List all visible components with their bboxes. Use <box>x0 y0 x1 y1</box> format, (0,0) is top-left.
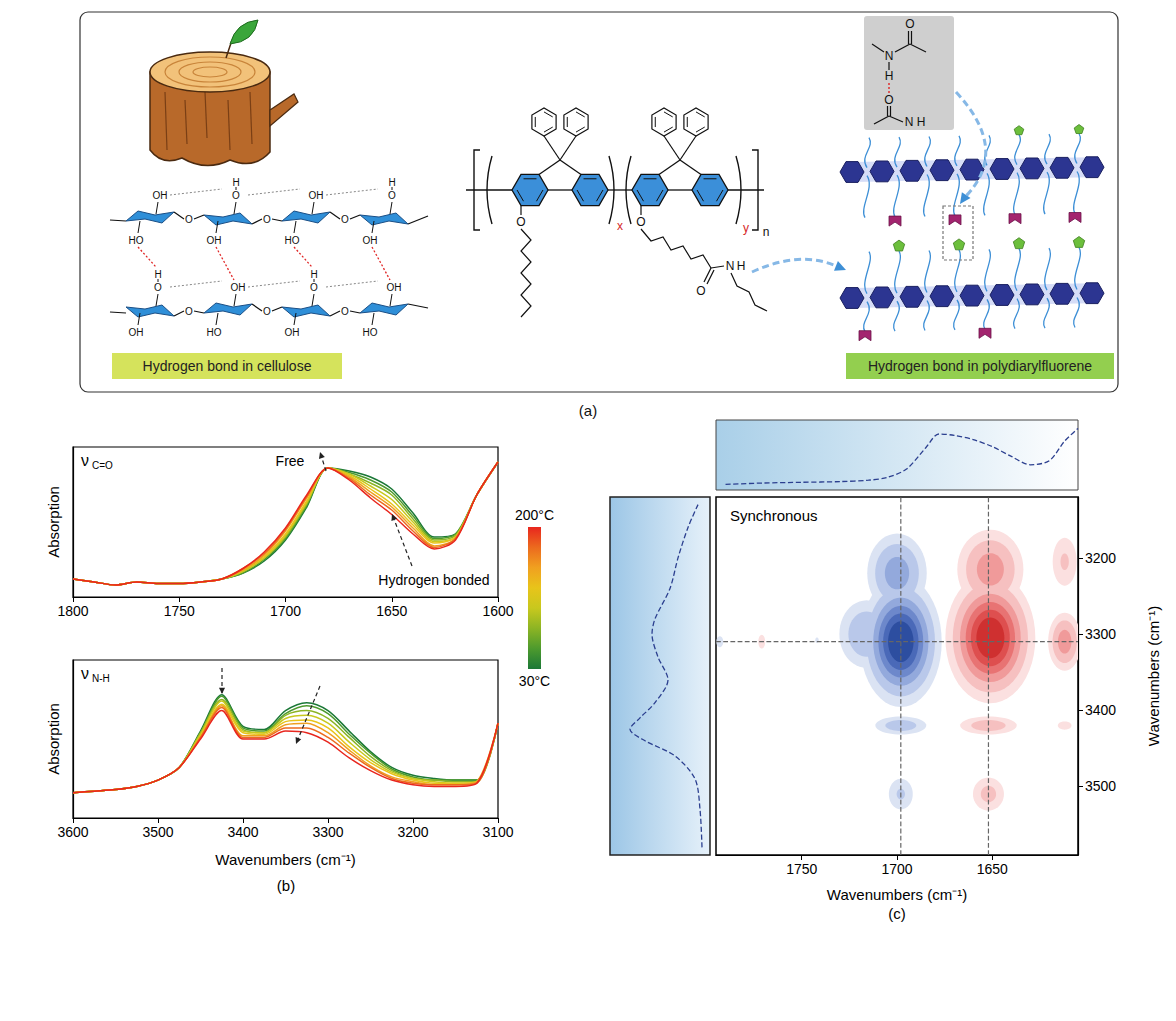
svg-text:H: H <box>232 177 239 188</box>
svg-text:O: O <box>154 282 162 293</box>
svg-text:30°C: 30°C <box>519 673 550 689</box>
svg-text:1700: 1700 <box>881 861 912 877</box>
svg-text:Absorption: Absorption <box>45 486 62 558</box>
svg-text:1700: 1700 <box>270 603 301 619</box>
svg-text:H: H <box>154 269 161 280</box>
svg-text:1650: 1650 <box>977 861 1008 877</box>
svg-text:Hydrogen bond in polydiarylflu: Hydrogen bond in polydiarylfluorene <box>868 358 1092 374</box>
svg-text:N-H: N-H <box>92 673 110 684</box>
svg-text:OH: OH <box>387 282 402 293</box>
svg-text:Wavenumbers (cm⁻¹): Wavenumbers (cm⁻¹) <box>827 886 967 903</box>
svg-text:y: y <box>743 221 749 235</box>
svg-text:1750: 1750 <box>786 861 817 877</box>
svg-text:Wavenumbers (cm⁻¹): Wavenumbers (cm⁻¹) <box>215 851 355 868</box>
svg-text:N: N <box>885 49 894 63</box>
svg-text:OH: OH <box>129 327 144 338</box>
svg-text:O: O <box>310 282 318 293</box>
svg-text:Wavenumbers (cm⁻¹): Wavenumbers (cm⁻¹) <box>1145 606 1162 746</box>
svg-text:O: O <box>263 306 271 317</box>
svg-text:O: O <box>516 215 525 229</box>
svg-text:OH: OH <box>309 190 324 201</box>
svg-text:OH: OH <box>153 190 168 201</box>
svg-text:Absorption: Absorption <box>45 703 62 775</box>
svg-text:H: H <box>917 115 926 129</box>
svg-text:O: O <box>232 190 240 201</box>
svg-text:O: O <box>185 306 193 317</box>
svg-text:Hydrogen bonded: Hydrogen bonded <box>378 572 489 588</box>
svg-text:3500: 3500 <box>142 824 173 840</box>
svg-text:3400: 3400 <box>227 824 258 840</box>
svg-text:O: O <box>185 214 193 225</box>
svg-text:(c): (c) <box>888 905 906 922</box>
svg-text:3200: 3200 <box>397 824 428 840</box>
svg-text:3300: 3300 <box>312 824 343 840</box>
svg-text:H: H <box>737 259 746 273</box>
svg-text:1650: 1650 <box>376 603 407 619</box>
svg-text:ν: ν <box>81 665 89 682</box>
svg-text:1600: 1600 <box>482 603 513 619</box>
svg-text:3600: 3600 <box>57 824 88 840</box>
svg-text:H: H <box>885 69 894 83</box>
svg-text:3500: 3500 <box>1085 778 1116 794</box>
svg-text:C=O: C=O <box>92 460 113 471</box>
svg-text:Synchronous: Synchronous <box>730 507 818 524</box>
svg-text:N: N <box>726 259 735 273</box>
svg-text:O: O <box>341 214 349 225</box>
svg-text:n: n <box>763 225 770 239</box>
svg-text:HO: HO <box>285 235 300 246</box>
svg-text:O: O <box>263 214 271 225</box>
svg-text:3100: 3100 <box>482 824 513 840</box>
svg-text:1800: 1800 <box>57 603 88 619</box>
svg-text:(b): (b) <box>277 877 295 894</box>
svg-text:HO: HO <box>363 327 378 338</box>
svg-text:OH: OH <box>231 282 246 293</box>
svg-text:O: O <box>341 306 349 317</box>
svg-text:HO: HO <box>207 327 222 338</box>
svg-text:x: x <box>617 219 623 233</box>
svg-text:O: O <box>636 215 645 229</box>
svg-text:H: H <box>388 177 395 188</box>
svg-text:(a): (a) <box>579 402 597 419</box>
svg-text:OH: OH <box>285 327 300 338</box>
svg-text:O: O <box>905 17 914 31</box>
svg-text:O: O <box>696 284 705 298</box>
svg-text:3200: 3200 <box>1085 550 1116 566</box>
svg-text:HO: HO <box>129 235 144 246</box>
svg-text:1750: 1750 <box>164 603 195 619</box>
svg-text:O: O <box>388 190 396 201</box>
svg-text:OH: OH <box>363 235 378 246</box>
svg-text:3400: 3400 <box>1085 702 1116 718</box>
svg-text:200°C: 200°C <box>515 507 554 523</box>
svg-text:Free: Free <box>276 453 305 469</box>
svg-text:H: H <box>310 269 317 280</box>
svg-text:N: N <box>905 115 914 129</box>
svg-text:Hydrogen bond in cellulose: Hydrogen bond in cellulose <box>143 358 312 374</box>
svg-text:3300: 3300 <box>1085 626 1116 642</box>
svg-text:O: O <box>884 93 893 107</box>
svg-text:ν: ν <box>81 452 89 469</box>
svg-text:OH: OH <box>207 235 222 246</box>
